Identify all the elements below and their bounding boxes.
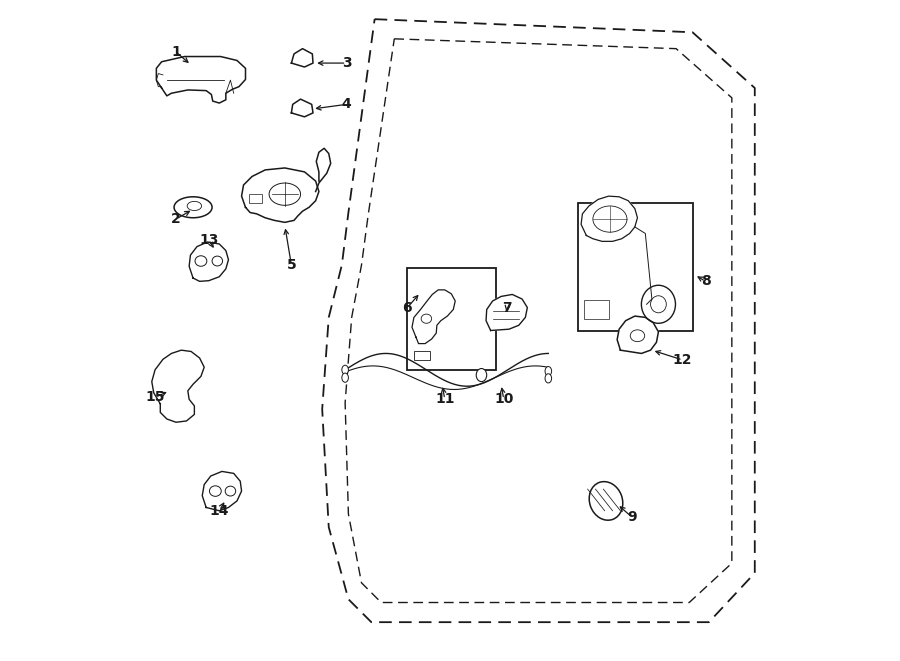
Text: 1: 1 [171,45,181,59]
Polygon shape [617,316,659,354]
Polygon shape [292,49,313,67]
Text: 4: 4 [342,97,351,111]
Ellipse shape [342,366,348,374]
Bar [248,194,262,203]
Text: 5: 5 [286,258,296,272]
Text: 13: 13 [199,233,219,247]
Text: 3: 3 [342,56,351,70]
Ellipse shape [642,286,676,323]
Polygon shape [202,471,241,511]
Text: 9: 9 [627,510,637,524]
Polygon shape [581,196,637,241]
Polygon shape [316,148,330,192]
Bar [584,300,609,319]
Polygon shape [486,294,527,330]
Ellipse shape [342,373,348,382]
Text: 2: 2 [171,212,181,226]
Polygon shape [189,242,229,282]
Text: 12: 12 [673,353,692,367]
Text: 14: 14 [210,504,229,518]
Text: 7: 7 [502,301,512,315]
Polygon shape [241,168,319,222]
Bar [408,268,496,369]
Bar [578,203,692,330]
Ellipse shape [545,367,552,375]
Text: 11: 11 [435,393,454,407]
Ellipse shape [590,482,623,520]
Text: 15: 15 [145,391,165,405]
Bar [414,351,430,360]
Ellipse shape [476,369,487,381]
Polygon shape [157,57,246,103]
Polygon shape [152,350,204,422]
Ellipse shape [545,373,552,383]
Polygon shape [412,290,455,344]
Text: 10: 10 [494,393,513,407]
Text: 6: 6 [402,301,412,315]
Polygon shape [292,99,313,117]
Text: 8: 8 [701,274,710,288]
Ellipse shape [174,197,212,217]
